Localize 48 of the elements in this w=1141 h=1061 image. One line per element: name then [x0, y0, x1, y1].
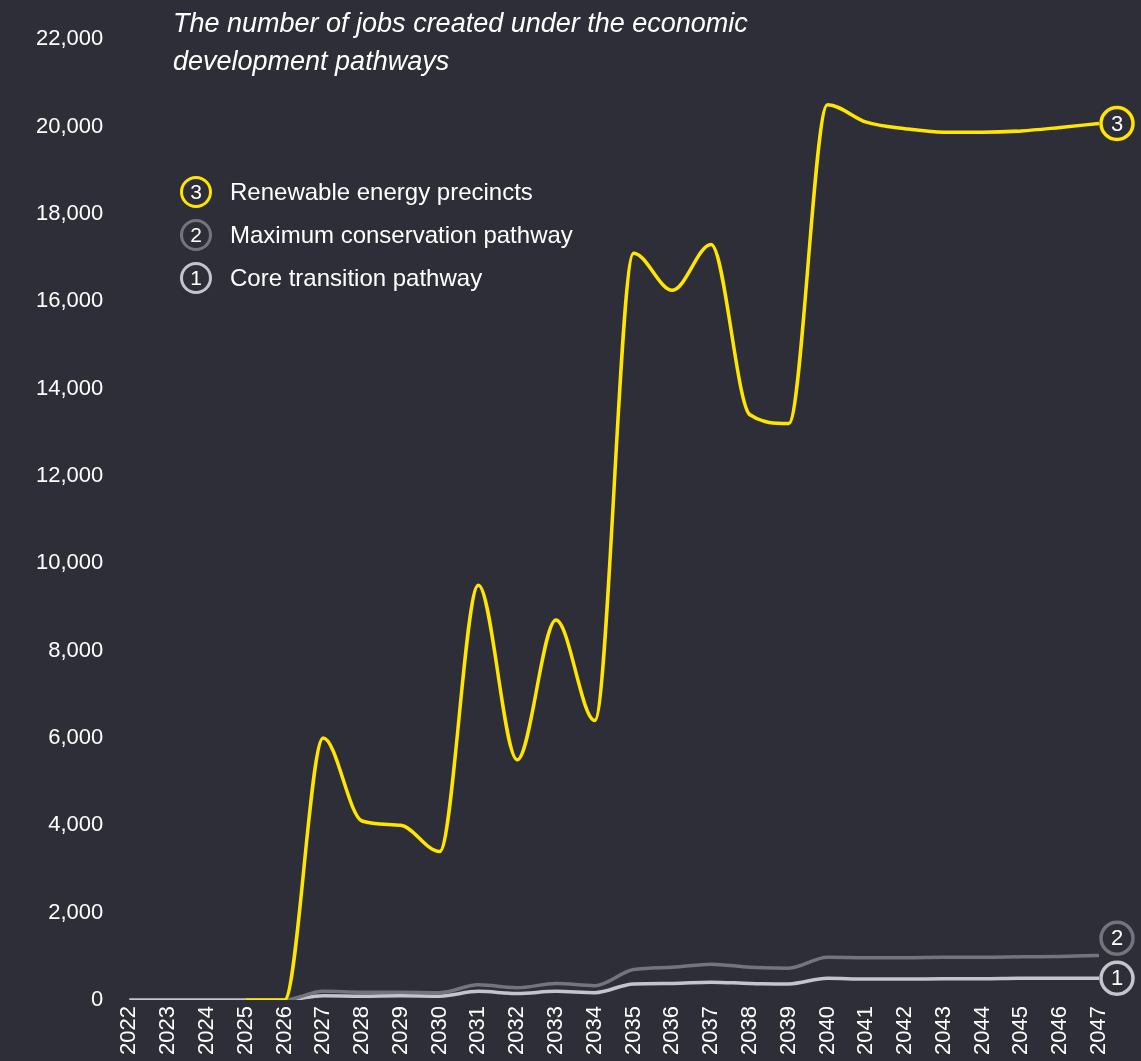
- y-tick-label: 0: [91, 986, 104, 1012]
- y-tick-label: 4,000: [48, 811, 104, 837]
- y-tick-label: 12,000: [35, 462, 104, 488]
- legend-label: Renewable energy precincts: [230, 177, 533, 206]
- x-tick-label: 2031: [464, 1006, 490, 1056]
- y-tick-label: 6,000: [48, 724, 104, 750]
- annotation: 3: [1110, 110, 1124, 136]
- x-tick-label: 2030: [425, 1006, 451, 1056]
- x-tick-label: 2040: [813, 1006, 839, 1056]
- legend-label: Maximum conservation pathway: [230, 220, 573, 249]
- x-tick-label: 2045: [1007, 1006, 1033, 1056]
- x-tick-label: 2036: [658, 1006, 684, 1056]
- x-tick-label: 2047: [1085, 1006, 1111, 1056]
- y-tick-label: 16,000: [35, 287, 104, 313]
- annotation: 1: [1110, 965, 1124, 991]
- y-tick-label: 2,000: [48, 898, 104, 924]
- x-tick-label: 2027: [309, 1006, 335, 1056]
- x-tick-label: 2024: [192, 1006, 218, 1056]
- x-tick-label: 2034: [580, 1006, 606, 1056]
- legend-label: Core transition pathway: [230, 263, 483, 292]
- y-tick-label: 20,000: [35, 112, 104, 138]
- chart-title: The number of jobs created under the economic development pathways: [173, 7, 749, 78]
- y-tick-label: 10,000: [35, 549, 104, 575]
- x-tick-label: 2033: [542, 1006, 568, 1056]
- x-tick-label: 2038: [735, 1006, 761, 1056]
- text: 3: [190, 179, 202, 203]
- x-tick-label: 2043: [929, 1006, 955, 1056]
- x-tick-label: 2026: [270, 1006, 296, 1056]
- x-tick-label: 2046: [1046, 1006, 1072, 1056]
- x-tick-label: 2029: [386, 1006, 412, 1056]
- x-tick-label: 2032: [503, 1006, 529, 1056]
- x-tick-label: 2042: [891, 1006, 917, 1056]
- x-tick-label: 2044: [968, 1006, 994, 1056]
- x-tick-label: 2028: [348, 1006, 374, 1056]
- text: 2: [190, 222, 202, 246]
- x-tick-label: 2041: [852, 1006, 878, 1056]
- y-tick-label: 14,000: [35, 374, 104, 400]
- y-tick-label: 22,000: [35, 25, 104, 51]
- x-tick-label: 2035: [619, 1006, 645, 1056]
- annotation: 2: [1110, 925, 1124, 951]
- x-tick-label: 2023: [154, 1006, 180, 1056]
- y-tick-label: 18,000: [35, 199, 104, 225]
- x-tick-label: 2037: [697, 1006, 723, 1056]
- x-tick-label: 2022: [115, 1006, 141, 1056]
- text: 1: [190, 265, 202, 289]
- x-tick-label: 2039: [774, 1006, 800, 1056]
- y-tick-label: 8,000: [48, 636, 104, 662]
- x-tick-label: 2025: [231, 1006, 257, 1056]
